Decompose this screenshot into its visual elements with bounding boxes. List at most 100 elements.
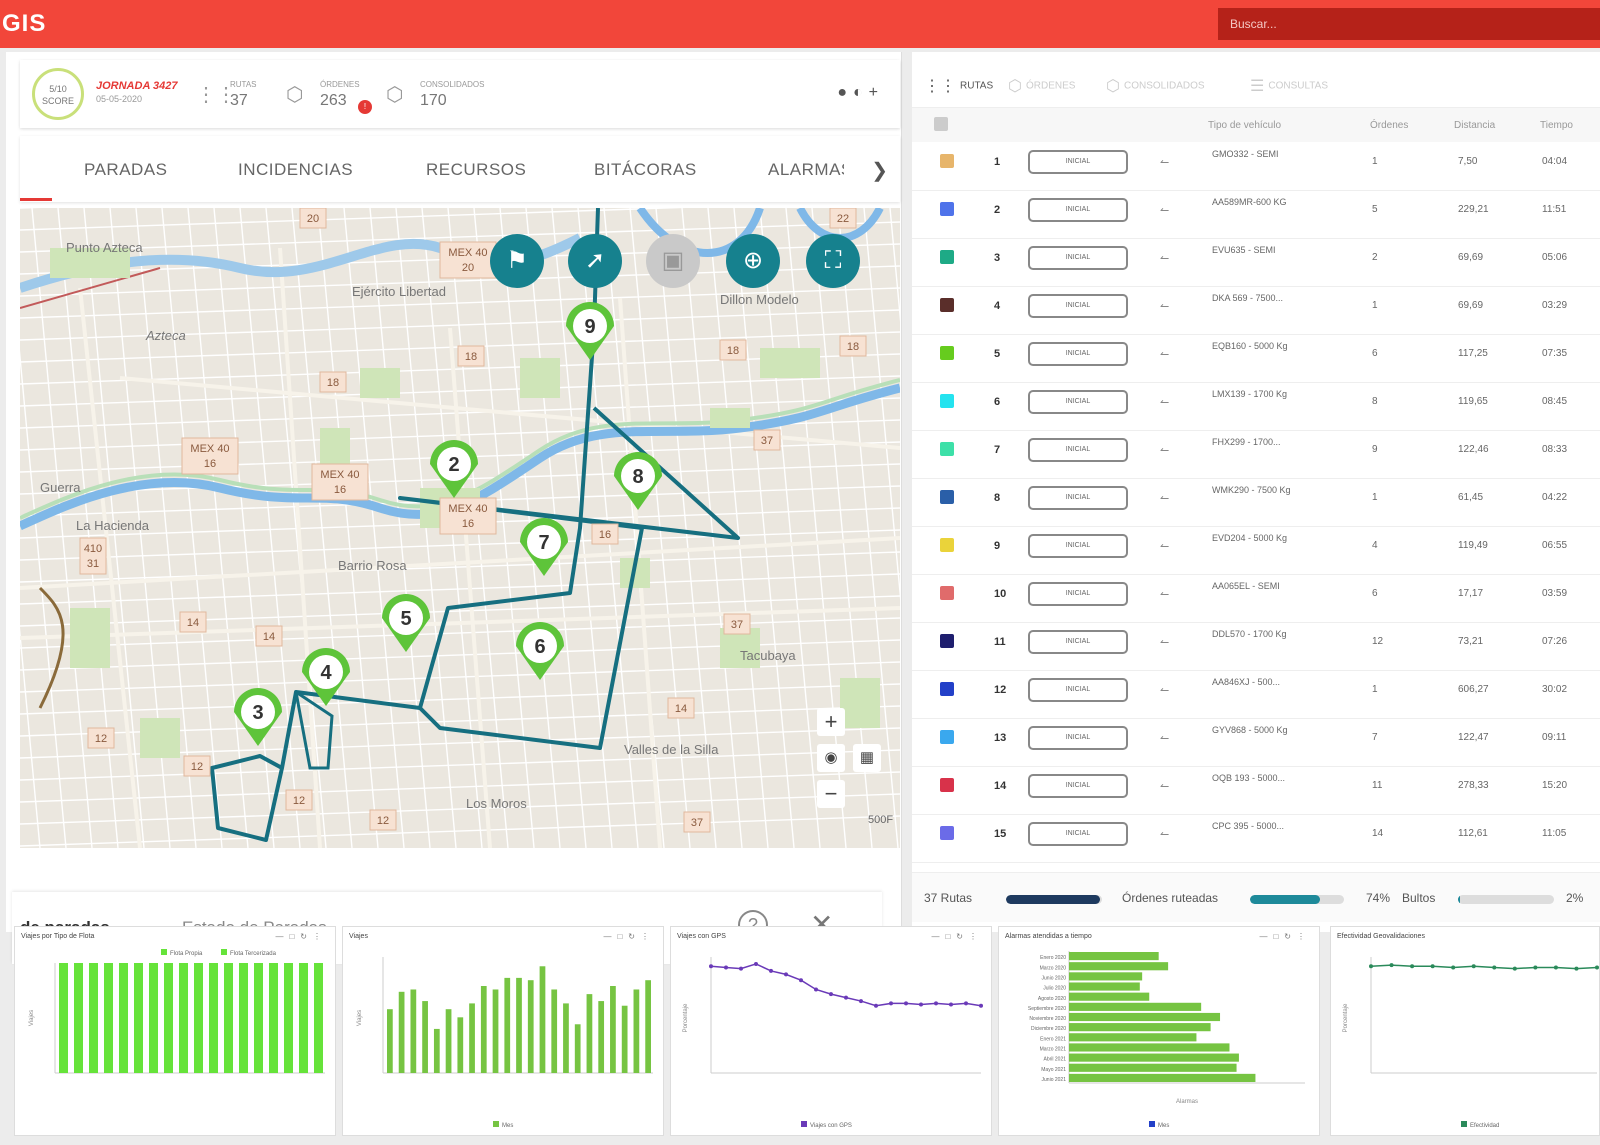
- data-point[interactable]: [709, 964, 713, 969]
- fullscreen-icon[interactable]: ⛶: [806, 234, 860, 288]
- bar[interactable]: [633, 989, 640, 1073]
- table-row[interactable]: 8 INICIAL ↼ WMK290 - 7500 Kg 1 61,45 04:…: [912, 478, 1600, 527]
- bar[interactable]: [422, 1001, 428, 1073]
- legend-label[interactable]: Mes: [502, 1123, 513, 1129]
- stop-number[interactable]: 2: [448, 454, 459, 476]
- bar[interactable]: [492, 989, 499, 1073]
- bar[interactable]: [433, 1028, 440, 1073]
- bar[interactable]: [551, 989, 558, 1073]
- stop-number[interactable]: 5: [400, 608, 411, 630]
- globe-icon[interactable]: ◉: [817, 744, 845, 772]
- stop-marker-face[interactable]: [241, 695, 275, 729]
- table-row[interactable]: 15 INICIAL ↼ CPC 395 - 5000... 14 112,61…: [912, 814, 1600, 863]
- bar[interactable]: [645, 980, 651, 1073]
- stop-marker[interactable]: 6: [516, 622, 564, 680]
- map-view[interactable]: 20 MEX 40 20 18 18 18 18 MEX 40 16 MEX 40 16 MEX 40…: [20, 208, 900, 848]
- globe-icon[interactable]: ●: [837, 84, 853, 101]
- table-row[interactable]: 2 INICIAL ↼ AA589MR-600 KG 5 229,21 11:5…: [912, 190, 1600, 239]
- route-status-button[interactable]: INICIAL: [1028, 678, 1128, 702]
- data-point[interactable]: [1451, 965, 1456, 970]
- data-point[interactable]: [904, 1001, 908, 1006]
- bar[interactable]: [527, 980, 534, 1073]
- data-point[interactable]: [1574, 966, 1579, 971]
- bar[interactable]: [59, 963, 68, 1073]
- route-icon[interactable]: ↼: [1160, 589, 1170, 601]
- bar[interactable]: [149, 963, 158, 1073]
- bar[interactable]: [194, 963, 203, 1073]
- bar[interactable]: [1069, 1023, 1211, 1032]
- bar[interactable]: [224, 963, 233, 1073]
- select-all-checkbox[interactable]: [934, 117, 948, 131]
- stop-marker[interactable]: 4: [302, 648, 350, 706]
- route-icon[interactable]: ↼: [1160, 253, 1170, 265]
- table-row[interactable]: 11 INICIAL ↼ DDL570 - 1700 Kg 12 73,21 0…: [912, 622, 1600, 671]
- bar[interactable]: [179, 963, 188, 1073]
- table-row[interactable]: 9 INICIAL ↼ EVD204 - 5000 Kg 4 119,49 06…: [912, 526, 1600, 575]
- stop-marker[interactable]: 3: [234, 688, 282, 746]
- bar[interactable]: [598, 1001, 605, 1073]
- bar[interactable]: [516, 977, 522, 1073]
- col-distance[interactable]: Distancia: [1454, 120, 1496, 131]
- crosshair-icon[interactable]: ⊕: [726, 234, 780, 288]
- bar[interactable]: [574, 1024, 581, 1073]
- table-row[interactable]: 1 INICIAL ↼ GMO332 - SEMI 1 7,50 04:04: [912, 142, 1600, 191]
- col-time[interactable]: Tiempo: [1540, 120, 1573, 131]
- legend-label[interactable]: Efectividad: [1470, 1123, 1499, 1129]
- data-point[interactable]: [1492, 965, 1497, 970]
- data-point[interactable]: [829, 992, 833, 997]
- bar[interactable]: [1069, 992, 1150, 1001]
- stop-marker-face[interactable]: [309, 655, 343, 689]
- route-status-button[interactable]: INICIAL: [1028, 198, 1128, 222]
- bar[interactable]: [1069, 982, 1140, 991]
- zoom-out-button[interactable]: −: [817, 780, 845, 808]
- data-point[interactable]: [934, 1001, 938, 1006]
- bar[interactable]: [480, 986, 487, 1073]
- bar[interactable]: [1069, 1063, 1237, 1072]
- bar[interactable]: [1069, 1033, 1197, 1042]
- legend-label[interactable]: Mes: [1158, 1123, 1169, 1129]
- route-status-button[interactable]: INICIAL: [1028, 246, 1128, 270]
- bar[interactable]: [398, 991, 405, 1073]
- stop-number[interactable]: 7: [538, 532, 549, 554]
- flag-icon[interactable]: ⚑: [490, 234, 544, 288]
- data-point[interactable]: [769, 968, 773, 973]
- data-point[interactable]: [1595, 965, 1599, 970]
- route-icon[interactable]: ↼: [1160, 637, 1170, 649]
- bar[interactable]: [610, 986, 616, 1073]
- bar[interactable]: [314, 963, 323, 1073]
- table-row[interactable]: 12 INICIAL ↼ AA846XJ - 500... 1 606,27 3…: [912, 670, 1600, 719]
- col-orders[interactable]: Órdenes: [1370, 120, 1409, 131]
- chart-actions[interactable]: —□↻⋮: [275, 932, 327, 941]
- bar[interactable]: [1069, 972, 1143, 981]
- bar[interactable]: [410, 989, 417, 1073]
- stop-number[interactable]: 9: [584, 316, 595, 338]
- data-point[interactable]: [1389, 963, 1394, 968]
- stop-marker-face[interactable]: [523, 629, 557, 663]
- route-icon[interactable]: ↼: [1160, 493, 1170, 505]
- tab-incidencias[interactable]: INCIDENCIAS: [238, 160, 354, 179]
- route-icon[interactable]: ↼: [1160, 205, 1170, 217]
- chevron-right-icon[interactable]: ❯: [871, 160, 888, 182]
- tab-rutas[interactable]: ⋮⋮ RUTAS: [924, 78, 994, 95]
- route-status-button[interactable]: INICIAL: [1028, 726, 1128, 750]
- chart-actions[interactable]: —□↻⋮: [1259, 932, 1311, 941]
- bar[interactable]: [134, 963, 143, 1073]
- route-status-button[interactable]: INICIAL: [1028, 774, 1128, 798]
- route-icon[interactable]: ↼: [1160, 445, 1170, 457]
- plus-icon[interactable]: +: [868, 84, 884, 101]
- bar[interactable]: [457, 1017, 464, 1073]
- legend-label[interactable]: Flota Tercerizada: [230, 951, 277, 957]
- stop-marker[interactable]: 2: [430, 440, 478, 498]
- bar[interactable]: [299, 963, 308, 1073]
- bar[interactable]: [269, 963, 278, 1073]
- map-layers-icon[interactable]: ▦: [853, 744, 881, 772]
- data-point[interactable]: [1533, 965, 1538, 970]
- bar[interactable]: [445, 1009, 452, 1073]
- route-icon[interactable]: ↼: [1160, 301, 1170, 313]
- stop-number[interactable]: 6: [534, 636, 545, 658]
- data-point[interactable]: [964, 1001, 968, 1006]
- stop-marker[interactable]: 5: [382, 594, 430, 652]
- stop-number[interactable]: 8: [632, 466, 643, 488]
- data-point[interactable]: [874, 1003, 878, 1008]
- table-row[interactable]: 4 INICIAL ↼ DKA 569 - 7500... 1 69,69 03…: [912, 286, 1600, 335]
